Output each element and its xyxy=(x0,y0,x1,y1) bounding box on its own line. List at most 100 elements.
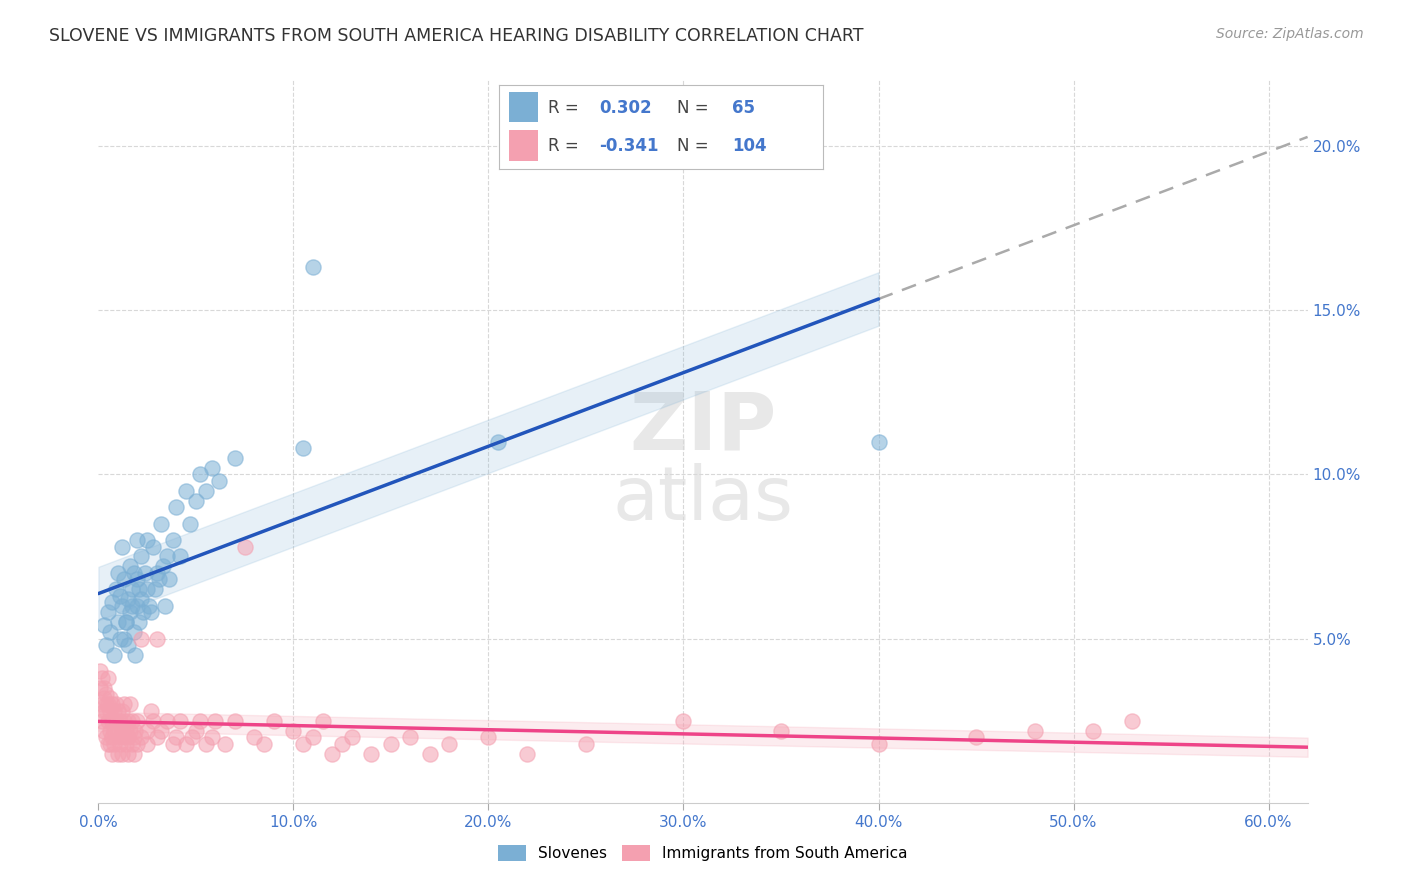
Point xyxy=(107,704,129,718)
Point xyxy=(112,632,135,646)
Point xyxy=(103,723,125,738)
Point xyxy=(121,582,143,597)
Text: -0.341: -0.341 xyxy=(599,136,659,154)
Point xyxy=(112,714,135,728)
Point xyxy=(138,599,160,613)
Text: 104: 104 xyxy=(733,136,766,154)
Point xyxy=(184,723,207,738)
Point xyxy=(117,638,139,652)
Point xyxy=(360,747,382,761)
Point xyxy=(769,723,792,738)
Point xyxy=(302,730,325,744)
Point xyxy=(292,737,315,751)
Text: R =: R = xyxy=(547,99,583,117)
Point xyxy=(96,704,118,718)
Point xyxy=(142,714,165,728)
Point xyxy=(114,737,136,751)
Point xyxy=(169,549,191,564)
Point xyxy=(169,714,191,728)
Point xyxy=(330,737,353,751)
Text: 65: 65 xyxy=(733,99,755,117)
Text: N =: N = xyxy=(678,99,714,117)
Point xyxy=(131,632,153,646)
Point xyxy=(93,681,115,695)
Point xyxy=(575,737,598,751)
Point xyxy=(131,730,153,744)
Point xyxy=(96,698,118,712)
Point xyxy=(136,533,159,547)
Point xyxy=(127,573,149,587)
Point xyxy=(146,730,169,744)
Point xyxy=(122,625,145,640)
Point xyxy=(127,599,149,613)
Point xyxy=(162,737,184,751)
Point xyxy=(143,582,166,597)
Point xyxy=(672,714,695,728)
Point xyxy=(93,618,115,632)
Point xyxy=(103,737,125,751)
Point xyxy=(108,589,131,603)
Point xyxy=(188,467,211,482)
Point xyxy=(127,714,149,728)
Point xyxy=(194,483,217,498)
Point xyxy=(103,648,125,662)
Point xyxy=(152,559,174,574)
Point xyxy=(118,605,141,619)
Text: ZIP: ZIP xyxy=(630,388,776,467)
Point xyxy=(114,615,136,630)
Point xyxy=(111,747,134,761)
Point xyxy=(91,698,114,712)
Point xyxy=(516,747,538,761)
Point xyxy=(117,592,139,607)
Point xyxy=(162,533,184,547)
Point xyxy=(149,516,172,531)
Point xyxy=(868,434,890,449)
Point xyxy=(224,714,246,728)
Point xyxy=(122,566,145,580)
Point xyxy=(419,747,441,761)
Point xyxy=(101,747,124,761)
Point xyxy=(104,582,127,597)
Text: 0.302: 0.302 xyxy=(599,99,652,117)
Point xyxy=(121,737,143,751)
Point xyxy=(204,714,226,728)
Point xyxy=(111,599,134,613)
Point xyxy=(1024,723,1046,738)
Point xyxy=(111,540,134,554)
Point xyxy=(128,615,150,630)
Point xyxy=(380,737,402,751)
Point xyxy=(91,714,114,728)
Point xyxy=(93,704,115,718)
Point xyxy=(148,573,170,587)
Text: Source: ZipAtlas.com: Source: ZipAtlas.com xyxy=(1216,27,1364,41)
Point xyxy=(194,737,217,751)
Point xyxy=(136,723,159,738)
Point xyxy=(253,737,276,751)
Text: R =: R = xyxy=(547,136,583,154)
Point xyxy=(149,723,172,738)
Point xyxy=(112,730,135,744)
Point xyxy=(156,549,179,564)
Point xyxy=(200,460,222,475)
Point xyxy=(486,434,509,449)
Point xyxy=(117,747,139,761)
Point xyxy=(439,737,461,751)
Point xyxy=(965,730,987,744)
Point xyxy=(188,714,211,728)
Point xyxy=(214,737,236,751)
Point xyxy=(121,714,143,728)
Bar xyxy=(509,92,538,122)
Point xyxy=(139,704,162,718)
Point xyxy=(104,714,127,728)
Point xyxy=(200,730,222,744)
Point xyxy=(89,681,111,695)
Point xyxy=(122,747,145,761)
Point xyxy=(122,730,145,744)
Point xyxy=(136,737,159,751)
Point xyxy=(97,671,120,685)
Point xyxy=(114,723,136,738)
Point xyxy=(124,723,146,738)
Point xyxy=(312,714,335,728)
Point xyxy=(131,549,153,564)
Point xyxy=(179,516,201,531)
